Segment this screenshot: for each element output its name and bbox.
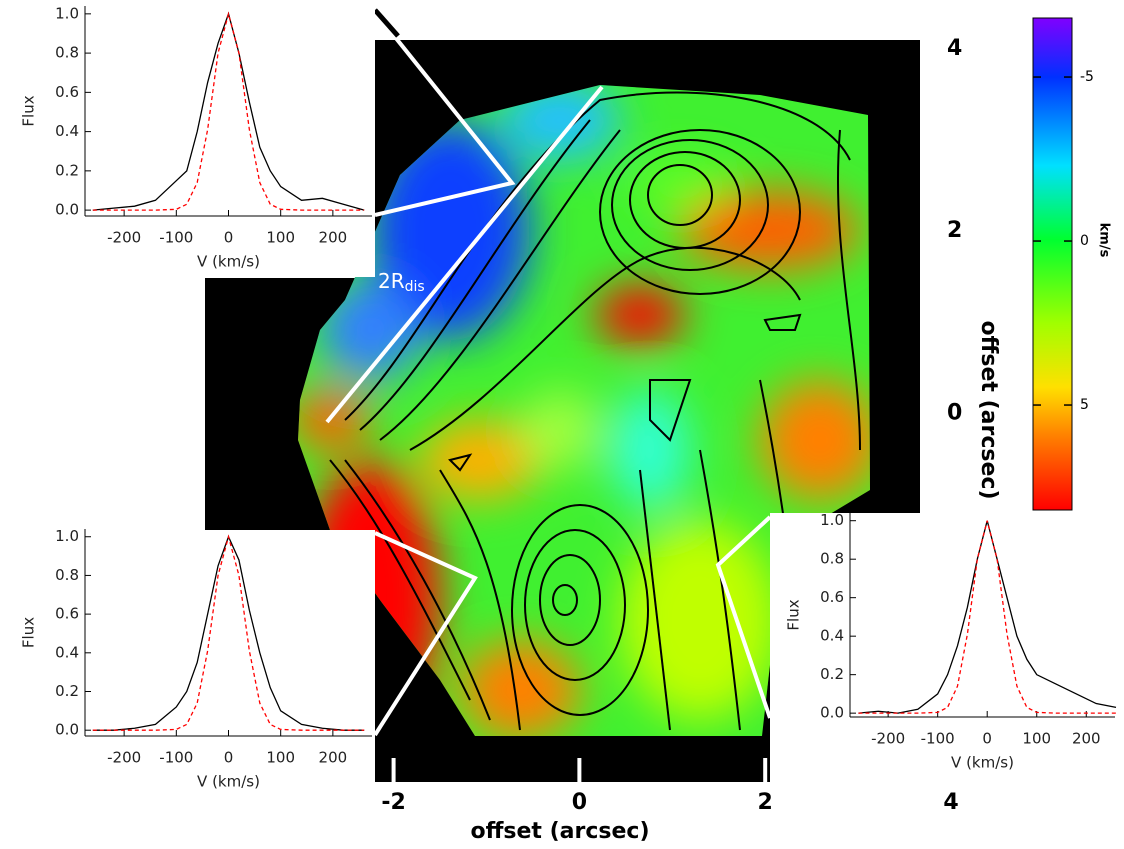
x-tick-label: -200	[871, 730, 905, 748]
y-tick-label: 0	[947, 400, 962, 425]
x-tick-label: -200	[107, 229, 141, 247]
y-tick-label: 0.8	[55, 44, 79, 62]
y-axis-label: Flux	[20, 95, 38, 126]
y-tick-label: 0.0	[820, 704, 844, 722]
x-axis-label: V (km/s)	[197, 253, 260, 271]
annotation-text: 2R	[378, 269, 405, 293]
x-tick-label: -200	[107, 749, 141, 767]
x-tick-label: 100	[266, 749, 295, 767]
inset-chart: 0.0 0.2 0.4 0.6 0.8 1.0 -200 -100 0 100 200 V (km/s…	[20, 4, 372, 271]
y-tick-label: 4	[947, 36, 962, 61]
x-tick-label: -100	[159, 749, 193, 767]
y-tick-label: 2	[947, 218, 962, 243]
y-tick-label: 0.6	[55, 605, 79, 623]
x-tick-label: 2	[758, 790, 773, 815]
connector-lines	[325, 10, 772, 737]
inset-background	[770, 513, 1124, 783]
x-tick-label: -2	[381, 790, 405, 815]
colorbar-tick-label: 5	[1080, 397, 1089, 413]
x-tick-label: 0	[224, 229, 234, 247]
y-tick-label: 0.6	[55, 83, 79, 101]
y-axis-label: Flux	[785, 599, 803, 630]
y-axis-label: Flux	[20, 617, 38, 648]
line-series	[92, 534, 365, 731]
y-tick-label: 0.4	[820, 627, 844, 645]
y-tick-label: 1.0	[820, 511, 844, 529]
x-tick-label: -100	[159, 229, 193, 247]
y-tick-label: 0.0	[55, 721, 79, 739]
x-tick-label: 200	[1072, 730, 1101, 748]
y-axis-label: offset (arcsec)	[976, 320, 1001, 499]
inset-background	[0, 0, 375, 277]
x-axis-label: V (km/s)	[951, 754, 1014, 772]
x-tick-label: 100	[1022, 730, 1051, 748]
x-tick-label: 200	[319, 229, 348, 247]
y-tick-label: 0.2	[55, 161, 79, 179]
y-tick-label: 1.0	[55, 4, 79, 22]
y-tick-label: 0.8	[820, 550, 844, 568]
y-tick-label: 0.4	[55, 643, 79, 661]
annotation: 2Rdis	[378, 269, 425, 296]
x-tick-label: 200	[319, 749, 348, 767]
x-axis-label: offset (arcsec)	[470, 819, 649, 844]
y-tick-label: 0.2	[55, 682, 79, 700]
x-tick-label: -100	[921, 730, 955, 748]
y-tick-label: 0.0	[55, 201, 79, 219]
colorbar	[1032, 17, 1073, 511]
x-tick-label: 4	[943, 790, 958, 815]
inset-background	[0, 530, 375, 762]
annotation-subscript: dis	[405, 279, 425, 295]
y-tick-label: 0.2	[820, 665, 844, 683]
y-tick-label: 0.8	[55, 566, 79, 584]
x-tick-label: 0	[224, 749, 234, 767]
inset-chart: 0.0 0.2 0.4 0.6 0.8 1.0 -200 -100 0 100 200 V (km/s…	[785, 511, 1117, 772]
colorbar-label: km/s	[1097, 223, 1112, 258]
y-tick-label: 0.4	[55, 122, 79, 140]
line-series	[92, 11, 365, 211]
x-tick-label: 0	[572, 790, 587, 815]
x-axis-label: V (km/s)	[197, 773, 260, 791]
x-tick-label: 0	[982, 730, 992, 748]
line-series	[858, 520, 1116, 714]
y-tick-label: 1.0	[55, 527, 79, 545]
x-tick-label: 100	[266, 229, 295, 247]
colorbar-tick-label: 0	[1080, 233, 1089, 249]
colorbar-tick-label: -5	[1080, 69, 1094, 85]
inset-chart: 0.0 0.2 0.4 0.6 0.8 1.0 -200 -100 0 100 200 V (km/s…	[20, 527, 372, 791]
frame-edge	[373, 8, 400, 38]
y-tick-label: 0.6	[820, 588, 844, 606]
